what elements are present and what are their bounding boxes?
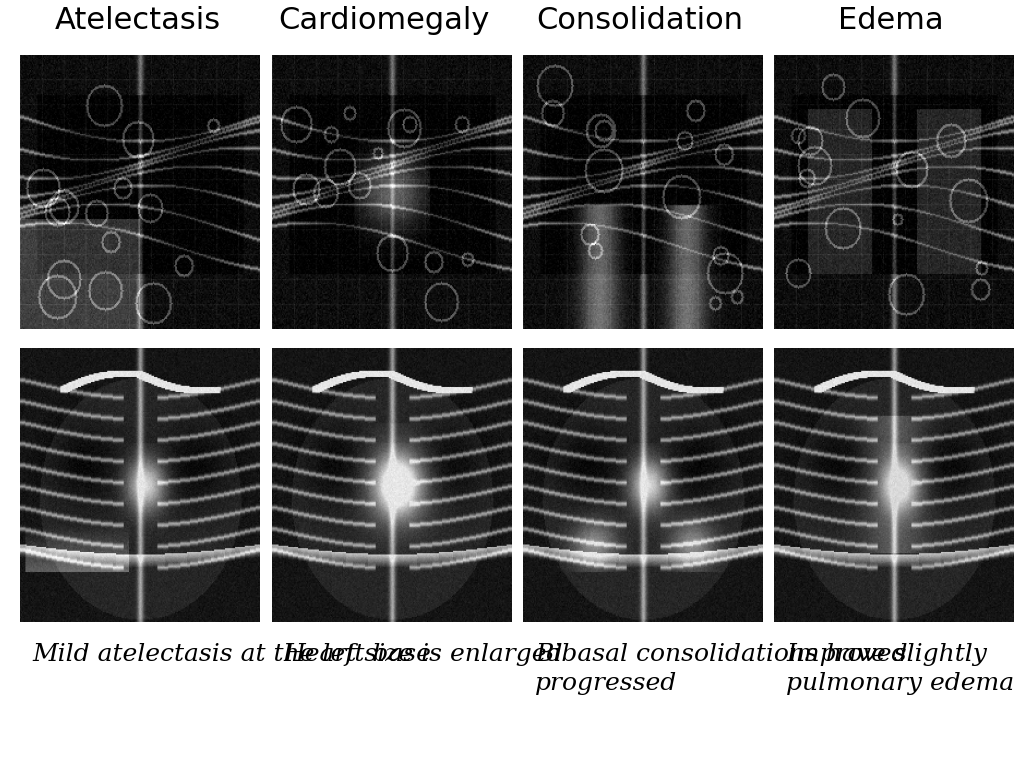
Text: Cardiomegaly: Cardiomegaly	[279, 6, 489, 35]
Text: Edema: Edema	[838, 6, 944, 35]
Text: Bibasal consolidations have slightly progressed: Bibasal consolidations have slightly pro…	[536, 643, 987, 695]
Text: Mild atelectasis at the left base: Mild atelectasis at the left base	[33, 643, 431, 666]
Text: Consolidation: Consolidation	[537, 6, 743, 35]
Text: Heart size is enlarged: Heart size is enlarged	[284, 643, 563, 666]
Text: Improved pulmonary edema: Improved pulmonary edema	[786, 643, 1015, 695]
Text: Atelectasis: Atelectasis	[55, 6, 221, 35]
